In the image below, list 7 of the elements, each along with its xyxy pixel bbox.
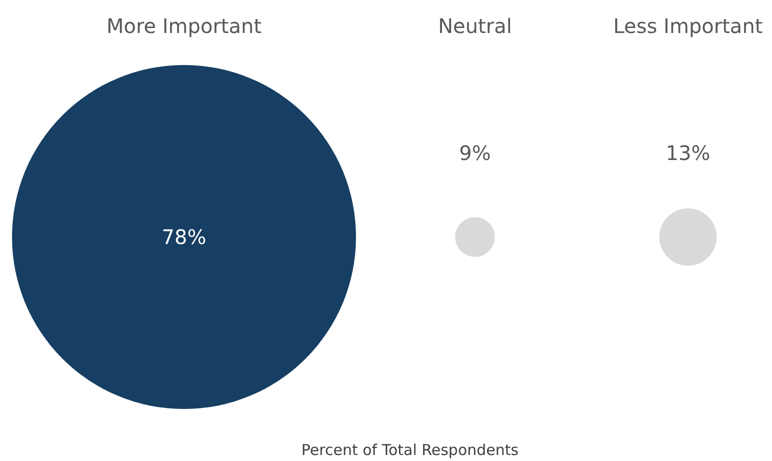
text: Percent of Total Respondents: [301, 441, 519, 459]
category-label: More Important: [106, 14, 262, 38]
data-label: 78%: [162, 225, 206, 249]
category-label: Neutral: [438, 14, 512, 38]
data-label: 13%: [666, 141, 710, 165]
data-label: 9%: [459, 141, 491, 165]
category-label: Less Important: [613, 14, 763, 38]
